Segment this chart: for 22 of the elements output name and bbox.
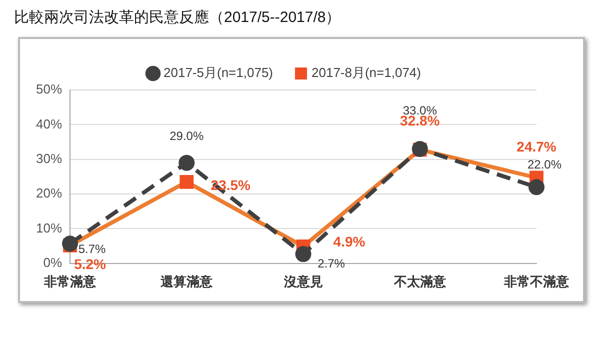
legend-label: 2017-8月(n=1,074) [312,65,421,80]
y-tick-label: 10% [36,220,62,236]
data-label: 24.7% [516,138,557,155]
legend-label: 2017-5月(n=1,075) [164,65,274,80]
x-tick-label: 不太滿意 [392,274,447,289]
data-label: 4.9% [333,233,366,250]
data-label: 5.2% [74,256,107,272]
chart-title: 比較兩次司法改革的民意反應（2017/5--2017/8） [14,8,342,27]
data-label: 22.0% [527,157,562,172]
data-label: 5.7% [78,242,106,256]
y-tick-label: 40% [36,116,62,132]
y-tick-label: 50% [36,82,62,97]
y-tick-label: 20% [36,186,62,201]
data-label: 29.0% [170,129,204,144]
y-tick-label: 0% [43,254,62,270]
x-tick-label: 非常不滿意 [503,274,570,289]
data-label: 23.5% [210,176,252,193]
data-label: 2.7% [318,256,346,270]
x-tick-label: 非常滿意 [43,274,98,289]
x-tick-label: 沒意見 [282,274,323,289]
y-tick-label: 30% [36,150,62,166]
x-tick-label: 還算滿意 [160,274,214,289]
